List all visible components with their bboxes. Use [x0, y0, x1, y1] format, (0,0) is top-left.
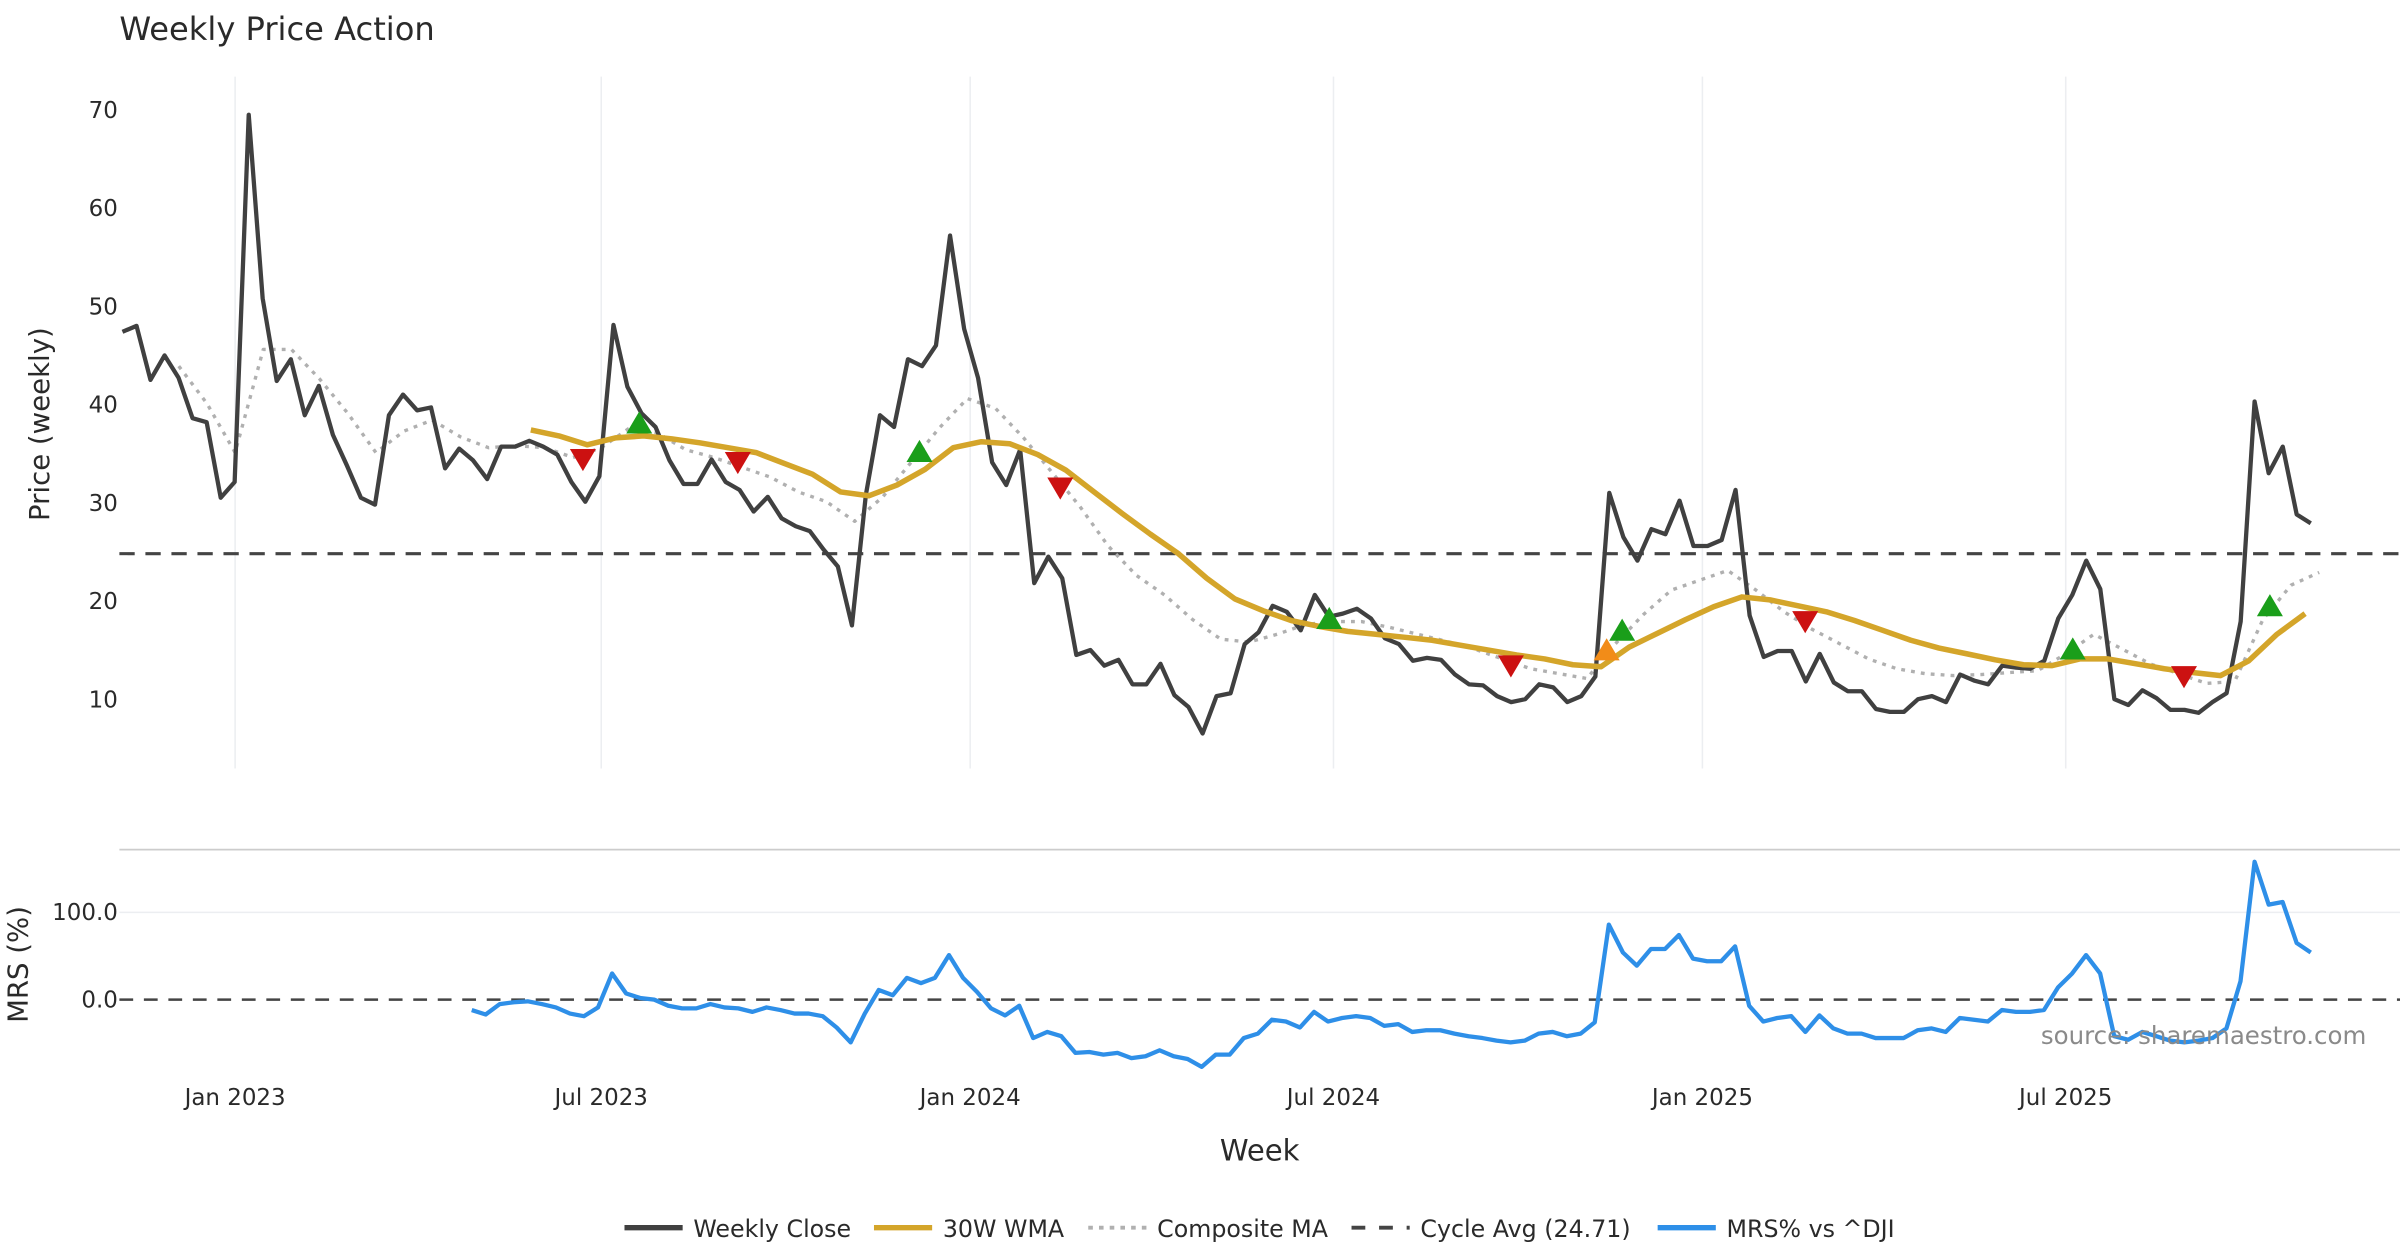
- mrs-y-tick-label: 0.0: [81, 987, 117, 1013]
- mrs-panel: [119, 859, 2400, 1069]
- mrs-line: [471, 859, 2312, 1069]
- x-axis-label: Week: [1220, 1133, 1300, 1167]
- buy-signal-marker: [1593, 638, 1620, 661]
- buy-signal-marker: [626, 411, 653, 434]
- price-y-tick-label: 60: [89, 196, 118, 222]
- legend-item[interactable]: Cycle Avg (24.71): [1351, 1215, 1631, 1243]
- legend-item[interactable]: Weekly Close: [624, 1215, 851, 1243]
- weekly-close-line: [121, 112, 2312, 736]
- axes: Jan 2023 Jul 2023 Jan 2024 Jul 2024 Jan 2025…: [52, 98, 2112, 1111]
- x-tick-label: Jul 2025: [2017, 1085, 2112, 1111]
- source-label: source: sharemaestro.com: [2041, 1021, 2366, 1050]
- composite-ma-line: [177, 347, 2320, 686]
- price-y-tick-label: 10: [89, 687, 118, 713]
- buy-signal-marker: [906, 439, 933, 463]
- sell-signal-marker: [1792, 611, 1819, 634]
- buy-signal-marker: [1609, 618, 1636, 641]
- gridlines: [119, 76, 2400, 914]
- x-tick-label: Jul 2023: [553, 1085, 648, 1111]
- x-tick-label: Jul 2024: [1285, 1085, 1380, 1111]
- legend-item[interactable]: 30W WMA: [873, 1215, 1065, 1243]
- legend-label: Cycle Avg (24.71): [1420, 1215, 1630, 1243]
- sell-signal-marker: [1047, 477, 1074, 500]
- price-y-tick-label: 70: [89, 98, 118, 124]
- y-axis-label-mrs: MRS (%): [3, 906, 35, 1023]
- sell-signal-marker: [2170, 666, 2198, 689]
- legend-item[interactable]: Composite MA: [1088, 1215, 1329, 1243]
- x-tick-label: Jan 2023: [183, 1085, 286, 1111]
- sell-signal-marker: [724, 452, 751, 475]
- buy-signal-marker: [1316, 606, 1343, 629]
- buy-signal-marker: [2256, 594, 2283, 617]
- legend-label: MRS% vs ^DJI: [1727, 1215, 1895, 1243]
- price-y-tick-label: 20: [89, 589, 118, 615]
- price-y-tick-label: 30: [89, 491, 118, 517]
- x-tick-label: Jan 2025: [1650, 1085, 1753, 1111]
- y-axis-label-price: Price (weekly): [24, 327, 56, 521]
- price-y-tick-label: 50: [89, 294, 118, 320]
- price-y-tick-label: 40: [89, 393, 118, 419]
- wma-30w-line: [530, 427, 2307, 679]
- legend: Weekly Close 30W WMA Composite MA Cycle Avg…: [624, 1215, 1895, 1243]
- sell-signal-marker: [1497, 655, 1524, 678]
- legend-label: 30W WMA: [943, 1215, 1065, 1243]
- x-tick-label: Jan 2024: [918, 1085, 1021, 1111]
- sell-signal-marker: [569, 449, 596, 472]
- price-panel: [119, 112, 2400, 736]
- chart-title: Weekly Price Action: [119, 10, 434, 48]
- legend-label: Composite MA: [1157, 1215, 1329, 1243]
- legend-item[interactable]: MRS% vs ^DJI: [1657, 1215, 1895, 1243]
- mrs-y-tick-label: 100.0: [52, 900, 118, 926]
- legend-label: Weekly Close: [693, 1215, 851, 1243]
- buy-signal-marker: [2059, 637, 2086, 660]
